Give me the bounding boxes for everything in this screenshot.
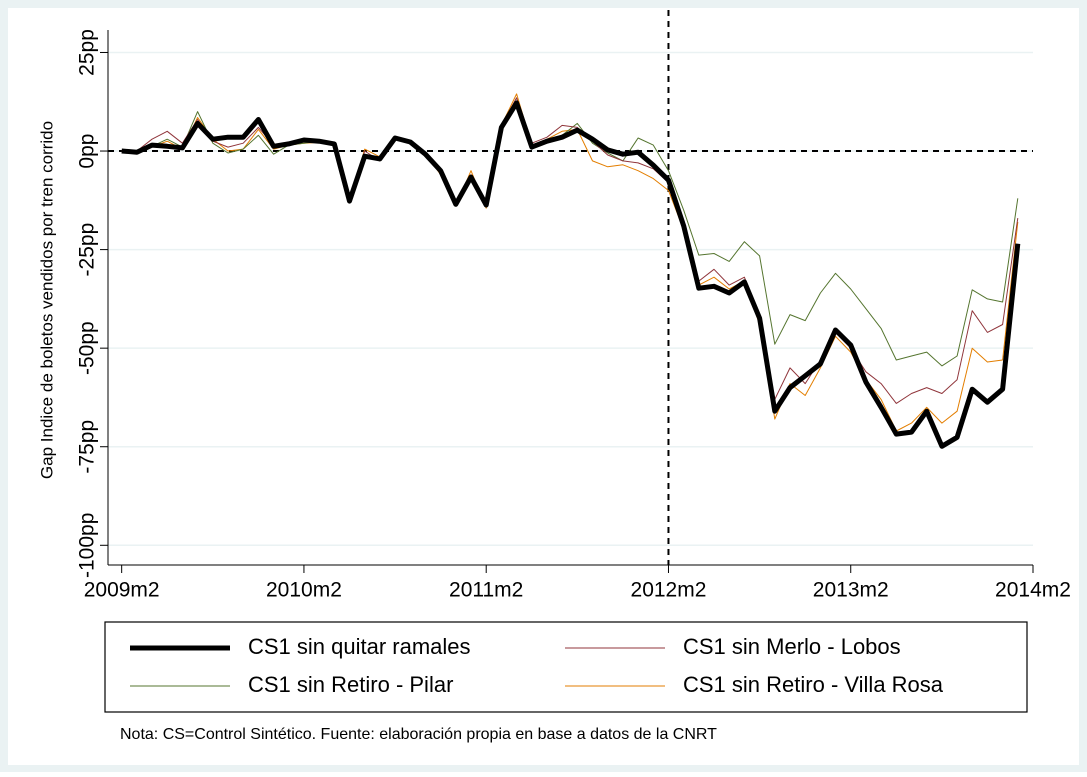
legend-label: CS1 sin quitar ramales xyxy=(248,634,471,659)
series-line xyxy=(121,101,1019,367)
x-tick-label: 2009m2 xyxy=(84,579,160,602)
x-tick-label: 2010m2 xyxy=(266,579,342,602)
y-tick-label: -25pp xyxy=(76,223,99,277)
y-tick-label: 0pp xyxy=(76,134,99,169)
legend-label: CS1 sin Retiro - Pilar xyxy=(248,672,453,697)
x-tick-label: 2012m2 xyxy=(631,579,707,602)
y-tick-label: -75pp xyxy=(76,420,99,474)
x-tick-label: 2011m2 xyxy=(449,579,523,602)
legend-label: CS1 sin Merlo - Lobos xyxy=(683,634,901,659)
y-tick-label: -100pp xyxy=(76,513,99,578)
y-axis-label: Gap Indice de boletos vendidos por tren … xyxy=(37,121,56,479)
x-tick-label: 2014m2 xyxy=(995,579,1071,602)
y-tick-label: -50pp xyxy=(76,321,99,375)
note: Nota: CS=Control Sintético. Fuente: elab… xyxy=(120,726,717,743)
series-line xyxy=(121,100,1021,449)
y-tick-label: 25pp xyxy=(76,29,99,76)
legend-label: CS1 sin Retiro - Villa Rosa xyxy=(683,672,944,697)
legend xyxy=(104,621,1028,713)
x-tick-label: 2013m2 xyxy=(813,579,889,602)
